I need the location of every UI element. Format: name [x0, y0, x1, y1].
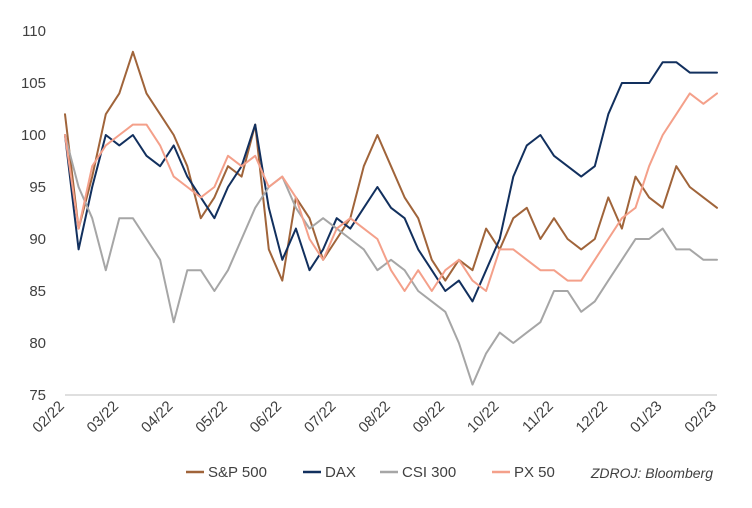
y-tick-label: 105	[21, 75, 46, 92]
legend-label-csi-300: CSI 300	[402, 464, 456, 481]
x-tick-label: 02/23	[681, 398, 720, 437]
y-tick-label: 80	[29, 335, 46, 352]
series-line-px-50	[64, 92, 718, 292]
x-tick-label: 08/22	[355, 398, 394, 437]
series-line-csi-300	[64, 134, 718, 386]
series-line-dax	[64, 61, 718, 303]
y-axis: 75 80 85 90 95 100 105 110	[21, 23, 46, 404]
legend-label-px-50: PX 50	[514, 464, 555, 481]
x-tick-label: 10/22	[464, 398, 503, 437]
x-tick-label: 12/22	[573, 398, 612, 437]
x-tick-label: 11/22	[519, 398, 557, 436]
series-line-s-p-500	[64, 50, 718, 282]
x-tick-label: 09/22	[410, 398, 449, 437]
series-layer	[64, 50, 718, 386]
x-tick-label: 06/22	[247, 398, 286, 437]
y-tick-label: 110	[22, 23, 46, 40]
y-tick-label: 90	[29, 231, 46, 248]
legend-label-s-p-500: S&P 500	[208, 464, 267, 481]
x-tick-label: 01/23	[627, 398, 666, 437]
x-tick-label: 04/22	[138, 398, 177, 437]
x-tick-label: 03/22	[84, 398, 123, 437]
source-note: ZDROJ: Bloomberg	[590, 465, 713, 481]
x-axis: 02/22 03/22 04/22 05/22 06/22 07/22 08/22 09/22…	[29, 394, 720, 437]
legend: S&P 500 DAX CSI 300 PX 50	[186, 464, 555, 481]
y-tick-label: 100	[21, 127, 46, 144]
legend-label-dax: DAX	[325, 464, 356, 481]
x-tick-label: 05/22	[192, 398, 231, 437]
y-tick-label: 95	[29, 179, 46, 196]
y-tick-label: 85	[29, 283, 46, 300]
y-tick-label: 75	[29, 387, 46, 404]
x-tick-label: 07/22	[301, 398, 340, 437]
